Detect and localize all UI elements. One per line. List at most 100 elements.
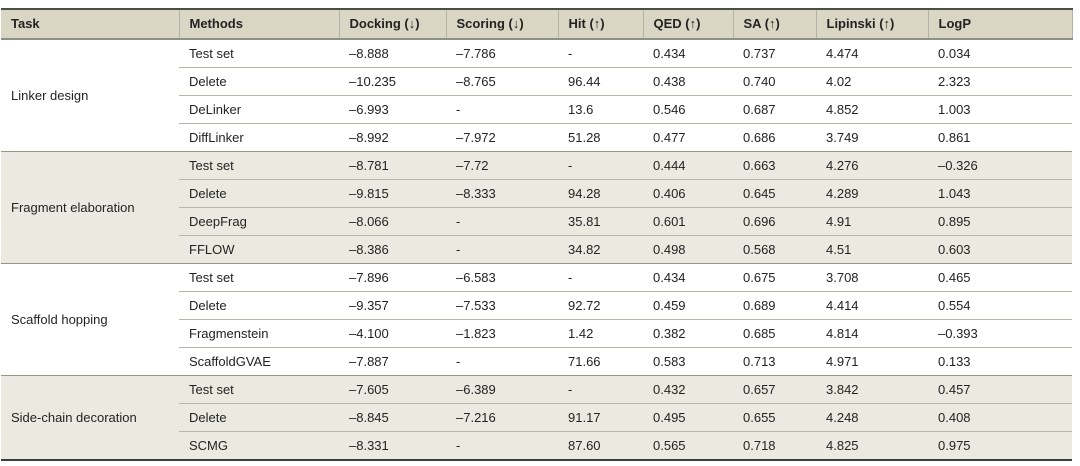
task-cell: Fragment elaboration <box>1 151 179 264</box>
value-cell: 1.043 <box>928 179 1072 208</box>
value-cell: 0.444 <box>643 151 733 180</box>
value-cell: –7.896 <box>339 263 446 292</box>
value-cell: 3.708 <box>816 263 928 292</box>
value-cell: 0.034 <box>928 38 1072 68</box>
value-cell: 0.465 <box>928 263 1072 292</box>
table-row: Delete –9.815 –8.333 94.28 0.406 0.645 4.289 1.… <box>1 179 1072 208</box>
value-cell: 0.434 <box>643 263 733 292</box>
value-cell: 0.657 <box>733 375 816 404</box>
table-row: Fragment elaboration Test set –8.781 –7.72 -… <box>1 151 1072 264</box>
value-cell: 0.689 <box>733 291 816 320</box>
value-cell: –8.066 <box>339 207 446 236</box>
value-cell: 0.477 <box>643 123 733 152</box>
table-row: FFLOW –8.386-34.82 0.498 0.568 4.51 0.603 <box>1 235 1072 264</box>
value-cell: 0.740 <box>733 67 816 96</box>
value-cell: 0.459 <box>643 291 733 320</box>
value-cell: –6.389 <box>446 375 558 404</box>
value-cell: –9.357 <box>339 291 446 320</box>
value-cell: 4.276 <box>816 151 928 180</box>
value-cell: 0.686 <box>733 123 816 152</box>
value-cell: 0.861 <box>928 123 1072 152</box>
value-cell: 0.382 <box>643 319 733 348</box>
value-cell: –0.393 <box>928 319 1072 348</box>
value-cell: 4.814 <box>816 319 928 348</box>
method-cell: Delete <box>179 67 339 96</box>
method-cell: Test set <box>179 151 339 180</box>
value-cell: 51.28 <box>558 123 643 152</box>
column-header: QED (↑) <box>642 9 733 40</box>
value-cell: 87.60 <box>558 431 643 460</box>
method-cell: Test set <box>179 375 339 404</box>
value-cell: 0.408 <box>928 403 1072 432</box>
value-cell: 0.975 <box>928 431 1072 460</box>
value-cell: 94.28 <box>558 179 643 208</box>
value-cell: –8.888 <box>339 38 446 68</box>
value-cell: –8.765 <box>446 67 558 96</box>
header-row: Task Methods Docking (↓) Scoring (↓) Hit (↑)… <box>1 9 1073 40</box>
value-cell: 0.554 <box>928 291 1072 320</box>
table-row: Delete –8.845 –7.216 91.17 0.495 0.655 4.248 0.… <box>1 403 1072 432</box>
method-cell: FFLOW <box>179 235 339 264</box>
task-cell: Scaffold hopping <box>1 263 179 376</box>
value-cell: 0.713 <box>733 347 816 376</box>
value-cell: –10.235 <box>339 67 446 96</box>
value-cell: 0.438 <box>643 67 733 96</box>
table-row: DeLinker –6.993-13.6 0.546 0.687 4.852 1.003 <box>1 95 1072 124</box>
value-cell: 0.583 <box>643 347 733 376</box>
value-cell: 4.289 <box>816 179 928 208</box>
value-cell: –9.815 <box>339 179 446 208</box>
value-cell: –8.333 <box>446 179 558 208</box>
value-cell: 1.003 <box>928 95 1072 124</box>
value-cell: 0.675 <box>733 263 816 292</box>
value-cell: 13.6 <box>558 95 643 124</box>
value-cell: 0.687 <box>733 95 816 124</box>
value-cell: 0.685 <box>733 319 816 348</box>
value-cell: 4.51 <box>816 235 928 264</box>
table-row: Delete –10.235 –8.765 96.44 0.438 0.740 4.02 2.… <box>1 67 1072 96</box>
value-cell: –8.331 <box>339 431 446 460</box>
value-cell: 4.414 <box>816 291 928 320</box>
value-cell: 35.81 <box>558 207 643 236</box>
method-cell: DeepFrag <box>179 207 339 236</box>
table-row: SCMG –8.331-87.60 0.565 0.718 4.825 0.975 <box>1 431 1072 460</box>
value-cell: 0.601 <box>643 207 733 236</box>
value-cell: 96.44 <box>558 67 643 96</box>
value-cell: 0.645 <box>733 179 816 208</box>
table-row: Side-chain decoration Test set –7.605 –6.38… <box>1 375 1072 460</box>
task-cell: Side-chain decoration <box>1 375 179 460</box>
value-cell: 0.663 <box>733 151 816 180</box>
value-cell: 0.498 <box>643 235 733 264</box>
value-cell: –8.781 <box>339 151 446 180</box>
value-cell: 1.42 <box>558 319 643 348</box>
value-cell: 4.971 <box>816 347 928 376</box>
value-cell: 4.474 <box>816 38 928 68</box>
value-cell: –8.386 <box>339 235 446 264</box>
value-cell: –7.972 <box>446 123 558 152</box>
value-cell: 3.749 <box>816 123 928 152</box>
value-cell: 0.655 <box>733 403 816 432</box>
value-cell: –1.823 <box>446 319 558 348</box>
value-cell: 0.546 <box>643 95 733 124</box>
column-header: SA (↑) <box>732 9 816 40</box>
value-cell: –6.583 <box>446 263 558 292</box>
method-cell: Test set <box>179 38 339 68</box>
method-cell: Delete <box>179 179 339 208</box>
method-cell: ScaffoldGVAE <box>179 347 339 376</box>
value-cell: 34.82 <box>558 235 643 264</box>
value-cell: –7.72 <box>446 151 558 180</box>
value-cell: 0.603 <box>928 235 1072 264</box>
value-cell: 0.696 <box>733 207 816 236</box>
method-cell: DeLinker <box>179 95 339 124</box>
value-cell: 4.02 <box>816 67 928 96</box>
value-cell: - <box>446 207 558 236</box>
table-row: Scaffold hopping Test set –7.896 –6.583-0.4… <box>1 263 1072 376</box>
value-cell: 0.432 <box>643 375 733 404</box>
column-header: LogP <box>927 9 1073 40</box>
column-header: Lipinski (↑) <box>815 9 928 40</box>
value-cell: 4.825 <box>816 431 928 460</box>
value-cell: - <box>446 235 558 264</box>
value-cell: 4.248 <box>816 403 928 432</box>
value-cell: 0.406 <box>643 179 733 208</box>
value-cell: - <box>446 95 558 124</box>
